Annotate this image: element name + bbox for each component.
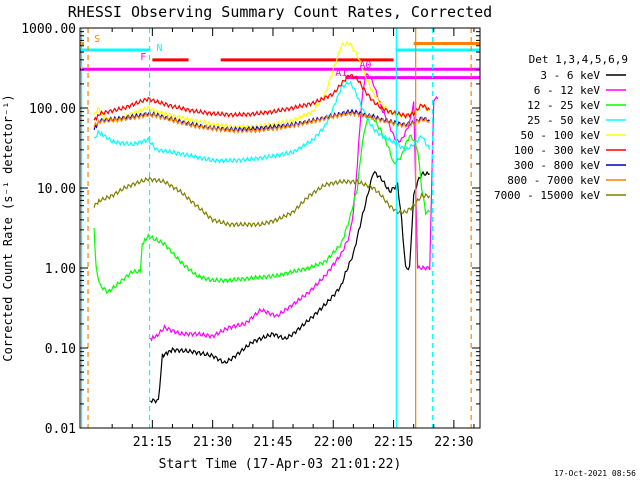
x-tick-label: 21:45	[253, 435, 292, 450]
x-axis-label: Start Time (17-Apr-03 21:01:22)	[159, 457, 402, 472]
vlines-layer	[81, 28, 472, 428]
footer-timestamp: 17-Oct-2021 08:56	[554, 469, 636, 478]
ticks-layer: 21:15 21:30 21:45 22:00 22:15 22:30 0.01 0.10 1.…	[21, 22, 480, 450]
x-tick-label: 21:30	[193, 435, 232, 450]
legend-label: 12 - 25 keV	[527, 99, 600, 112]
chart-title: RHESSI Observing Summary Count Rates, Co…	[68, 3, 492, 21]
y-tick-label: 0.10	[45, 342, 76, 357]
series-line-7000-15000-kev	[93, 176, 431, 228]
series-line-12-25-kev	[93, 114, 431, 295]
legend-label: 50 - 100 keV	[521, 129, 601, 142]
legend-label: 3 - 6 keV	[540, 69, 600, 82]
series-line-6-12-kev	[149, 72, 439, 342]
y-tick-label: 100.00	[29, 102, 76, 117]
legend-title: Det 1,3,4,5,6,9	[529, 53, 628, 66]
legend-label: 800 - 7000 keV	[507, 174, 600, 187]
x-tick-label: 22:00	[314, 435, 353, 450]
annotation-s: S	[94, 34, 100, 45]
legend: 3 - 6 keV 6 - 12 keV 12 - 25 keV 25 - 50 ke…	[494, 69, 626, 202]
series-line-50-100-kev	[93, 40, 431, 131]
legend-label: 300 - 800 keV	[514, 159, 600, 172]
annotation-n: N	[156, 43, 162, 54]
x-tick-label: 21:15	[133, 435, 172, 450]
legend-label: 7000 - 15000 keV	[494, 189, 600, 202]
plot-frame	[79, 27, 481, 429]
y-axis-label: Corrected Count Rate (s⁻¹ detector⁻¹)	[1, 94, 15, 361]
x-tick-label: 22:30	[434, 435, 473, 450]
y-tick-label: 1000.00	[21, 22, 76, 37]
y-tick-label: 1.00	[45, 262, 76, 277]
annotation-f: F	[140, 52, 146, 63]
annotation-a0: A0	[359, 60, 371, 71]
series-line-100-300-kev	[93, 73, 431, 122]
y-tick-label: 10.00	[37, 182, 76, 197]
annotation-a1: A1	[335, 68, 347, 79]
legend-label: 6 - 12 keV	[534, 84, 601, 97]
flags-layer	[80, 42, 480, 80]
legend-label: 25 - 50 keV	[527, 114, 600, 127]
annotation-layer: S NF A1 A0	[94, 34, 371, 79]
y-tick-label: 0.01	[45, 422, 76, 437]
series-line-3-6-kev	[149, 170, 430, 404]
x-tick-label: 22:15	[374, 435, 413, 450]
series-line-25-50-kev	[93, 80, 431, 164]
legend-label: 100 - 300 keV	[514, 144, 600, 157]
